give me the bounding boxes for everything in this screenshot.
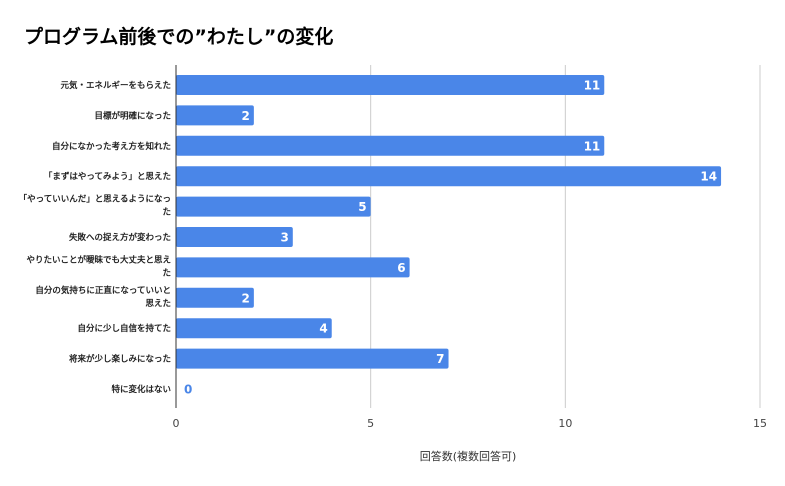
category-label: 「やっていいんだ」と思えるようになっ bbox=[19, 194, 171, 205]
data-label: 11 bbox=[584, 139, 601, 153]
x-axis-title: 回答数(複数回答可) bbox=[420, 449, 517, 463]
bar bbox=[176, 287, 254, 308]
data-label: 0 bbox=[184, 383, 192, 397]
category-label: 特に変化はない bbox=[111, 384, 171, 395]
category-label: 自分の気持ちに正直になっていいと bbox=[35, 285, 171, 296]
category-label: 「まずはやってみよう」と思えた bbox=[44, 171, 171, 182]
bar bbox=[176, 196, 371, 217]
bar bbox=[176, 135, 605, 156]
category-label: 自分になかった考え方を知れた bbox=[52, 141, 171, 152]
data-label: 4 bbox=[319, 322, 327, 336]
bar bbox=[176, 75, 605, 95]
data-label: 6 bbox=[397, 261, 405, 275]
category-label: 元気・エネルギーをもらえた bbox=[60, 80, 171, 91]
bar bbox=[176, 105, 254, 126]
x-tick-label: 15 bbox=[753, 417, 767, 430]
data-label: 7 bbox=[436, 352, 444, 366]
bar bbox=[176, 348, 449, 369]
category-label: た bbox=[162, 207, 171, 218]
data-label: 11 bbox=[584, 79, 601, 93]
bar bbox=[176, 227, 293, 247]
category-label: やりたいことが曖昧でも大丈夫と思え bbox=[26, 254, 171, 265]
data-label: 2 bbox=[242, 291, 250, 305]
category-label: 思えた bbox=[145, 298, 171, 309]
bar bbox=[176, 257, 410, 278]
category-label: 将来が少し楽しみになった bbox=[69, 354, 171, 365]
x-tick-label: 0 bbox=[173, 417, 180, 430]
category-label: 目標が明確になった bbox=[94, 110, 171, 121]
data-label: 3 bbox=[280, 231, 288, 245]
data-label: 5 bbox=[358, 200, 366, 214]
x-tick-label: 10 bbox=[558, 417, 572, 430]
category-label: た bbox=[162, 267, 171, 278]
bar bbox=[176, 318, 332, 339]
data-label: 2 bbox=[242, 109, 250, 123]
category-label: 自分に少し自信を持てた bbox=[77, 323, 171, 334]
data-label: 14 bbox=[700, 170, 717, 184]
x-tick-label: 5 bbox=[367, 417, 374, 430]
category-label: 失敗への捉え方が変わった bbox=[69, 232, 171, 243]
bar bbox=[176, 166, 722, 187]
chart-title: プログラム前後での”わたし”の変化 bbox=[24, 26, 334, 48]
